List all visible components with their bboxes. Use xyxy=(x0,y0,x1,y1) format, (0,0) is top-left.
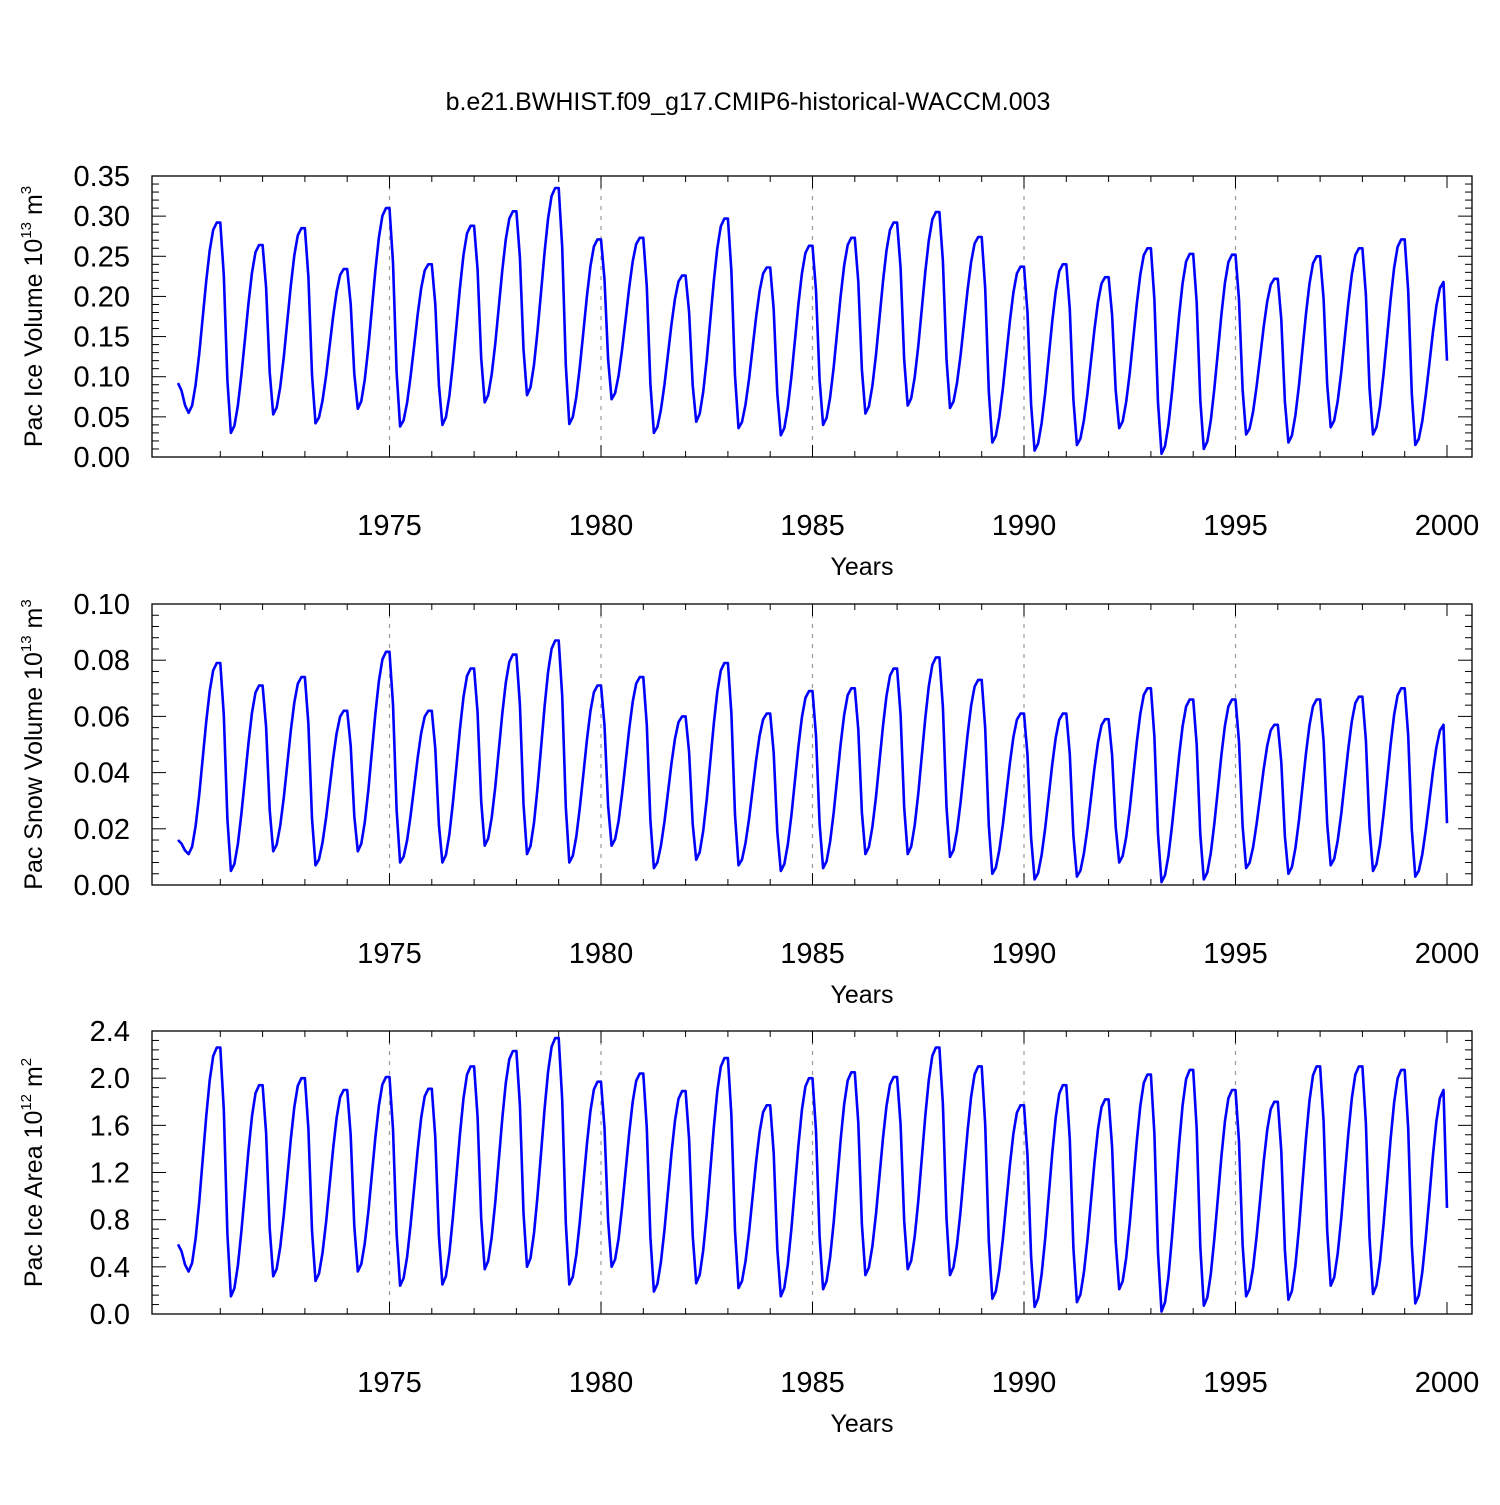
x-tick-label: 1985 xyxy=(780,938,845,970)
x-tick-label: 1980 xyxy=(569,510,634,542)
chart-title: b.e21.BWHIST.f09_g17.CMIP6-historical-WA… xyxy=(446,88,1051,116)
y-axis-label-exponent: 12 xyxy=(18,1094,35,1111)
panel-2: 0.00 0.02 0.04 0.06 0.08 0.10 1975 1980 1985 1990… xyxy=(18,589,1479,1009)
y-tick-label: 0.02 xyxy=(74,814,130,846)
x-tick-label: 2000 xyxy=(1415,510,1480,542)
y-tick-label: 0.06 xyxy=(74,701,130,733)
y-axis-label-unit: m xyxy=(20,608,48,636)
y-axis-label: Pac Ice Area 1012 m2 xyxy=(18,1058,48,1287)
y-axis-label-exponent: 13 xyxy=(18,222,35,239)
panel-1: 0.00 0.05 0.10 0.15 0.20 0.25 0.30 0.35 1975 1980… xyxy=(18,161,1479,581)
x-tick-label: 1995 xyxy=(1203,1367,1268,1399)
y-axis-label-unit: m xyxy=(20,1066,48,1094)
y-tick-label: 0.05 xyxy=(74,402,130,434)
y-tick-label: 0.30 xyxy=(74,201,130,233)
y-axis-label-text: Pac Ice Area 10 xyxy=(20,1111,48,1288)
y-axis-label-exponent: 13 xyxy=(18,635,35,652)
y-tick-label: 0.00 xyxy=(74,442,130,474)
x-axis-label: Years xyxy=(830,1410,893,1438)
x-tick-label: 1990 xyxy=(992,938,1057,970)
y-tick-label: 0.10 xyxy=(74,589,130,621)
y-tick-label: 0.00 xyxy=(74,870,130,902)
y-tick-label: 0.0 xyxy=(90,1299,130,1331)
y-axis-label-unit-exponent: 2 xyxy=(18,1058,35,1066)
x-tick-label: 2000 xyxy=(1415,938,1480,970)
y-tick-label: 0.25 xyxy=(74,241,130,273)
x-tick-label: 1985 xyxy=(780,1367,845,1399)
x-tick-label: 1985 xyxy=(780,510,845,542)
y-tick-label: 0.20 xyxy=(74,281,130,313)
x-tick-label: 1980 xyxy=(569,1367,634,1399)
y-axis-label: Pac Snow Volume 1013 m3 xyxy=(18,599,48,889)
y-tick-label: 2.0 xyxy=(90,1063,130,1095)
y-axis-label-unit: m xyxy=(20,194,48,222)
series-line xyxy=(177,639,1449,884)
panel-3: 0.0 0.4 0.8 1.2 1.6 2.0 2.4 1975 1980 1985 1990 199… xyxy=(18,1016,1479,1438)
y-tick-label: 0.08 xyxy=(74,645,130,677)
y-tick-label: 0.04 xyxy=(74,758,130,790)
y-tick-label: 0.15 xyxy=(74,322,130,354)
x-axis-label: Years xyxy=(830,553,893,581)
series-line xyxy=(176,1036,1449,1313)
y-axis-label-text: Pac Snow Volume 10 xyxy=(20,652,48,890)
y-axis-label-unit-exponent: 3 xyxy=(18,186,35,194)
y-axis-label-text: Pac Ice Volume 10 xyxy=(20,239,48,447)
y-axis-label-unit-exponent: 3 xyxy=(18,599,35,607)
y-tick-label: 1.2 xyxy=(90,1158,130,1190)
x-tick-label: 1990 xyxy=(992,510,1057,542)
y-tick-label: 0.8 xyxy=(90,1205,130,1237)
x-tick-label: 2000 xyxy=(1415,1367,1480,1399)
x-tick-label: 1975 xyxy=(357,1367,422,1399)
series-line xyxy=(176,186,1449,456)
y-tick-label: 1.6 xyxy=(90,1110,130,1142)
y-tick-label: 0.10 xyxy=(74,362,130,394)
y-tick-label: 0.35 xyxy=(74,161,130,193)
x-axis-label: Years xyxy=(830,981,893,1009)
x-tick-label: 1995 xyxy=(1203,510,1268,542)
y-tick-label: 2.4 xyxy=(90,1016,130,1048)
x-tick-label: 1995 xyxy=(1203,938,1268,970)
x-tick-label: 1990 xyxy=(992,1367,1057,1399)
y-tick-label: 0.4 xyxy=(90,1252,130,1284)
x-tick-label: 1975 xyxy=(357,510,422,542)
x-tick-label: 1975 xyxy=(357,938,422,970)
y-axis-label: Pac Ice Volume 1013 m3 xyxy=(18,186,48,447)
x-tick-label: 1980 xyxy=(569,938,634,970)
